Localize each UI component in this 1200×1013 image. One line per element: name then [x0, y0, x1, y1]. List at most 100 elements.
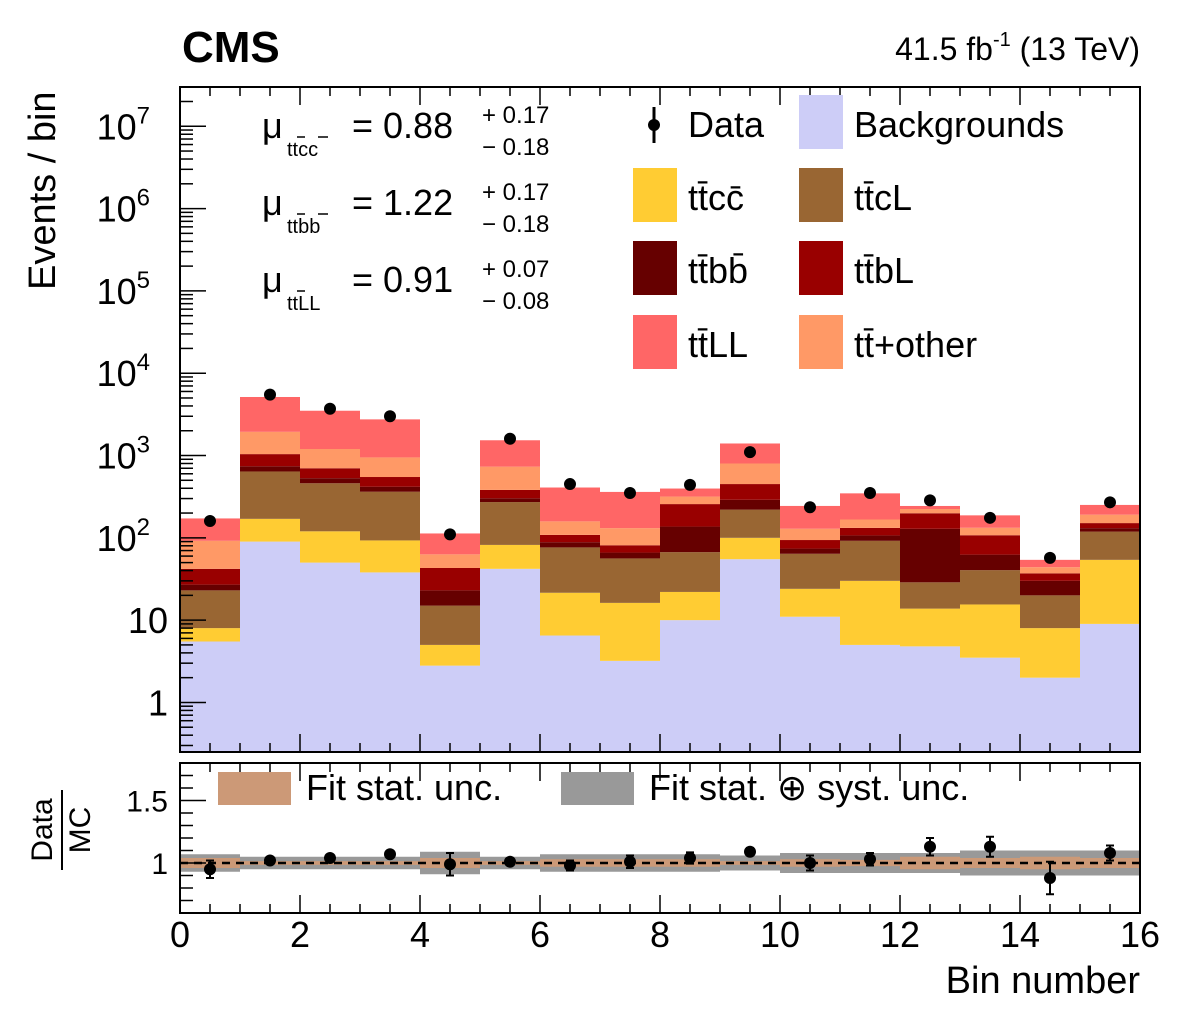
- data-point-bin-15: [1104, 496, 1116, 509]
- ratio-y-denominator: MC: [64, 807, 97, 854]
- bar-ttbb-bin-5: [480, 498, 540, 503]
- x-tick-label-5: 10: [760, 914, 800, 955]
- ratio-point-bin-15: [1104, 847, 1116, 859]
- bar-ttbb-bin-9: [720, 499, 780, 510]
- legend-label-bkg: Backgrounds: [854, 104, 1064, 145]
- bar-ttother-bin-14: [1020, 567, 1080, 574]
- bar-ttcL-bin-11: [840, 540, 900, 581]
- legend-label-ttcc: tt̄cc̄: [688, 177, 744, 218]
- legend-swatch-ttother: [799, 315, 843, 369]
- bar-ttcL-bin-9: [720, 509, 780, 538]
- data-point-bin-12: [924, 494, 936, 507]
- legend-item-ttcL: tt̄cL: [799, 168, 912, 222]
- ratio-legend-label-1: Fit stat. ⊕ syst. unc.: [649, 767, 969, 808]
- mu-up-unc: + 0.17: [482, 179, 549, 206]
- data-point-bin-10: [804, 501, 816, 514]
- bar-ttother-bin-15: [1080, 514, 1140, 524]
- x-tick-label-4: 8: [650, 914, 670, 955]
- bar-bkg-bin-11: [840, 644, 900, 752]
- bar-ttbL-bin-11: [840, 527, 900, 536]
- bar-ttcc-bin-11: [840, 580, 900, 645]
- bar-ttLL-bin-8: [660, 488, 720, 497]
- bar-ttLL-bin-15: [1080, 504, 1140, 515]
- ratio-y-tick-label-0: 1: [151, 848, 168, 881]
- bar-ttcc-bin-15: [1080, 559, 1140, 624]
- legend-item-data: Data: [648, 104, 765, 145]
- bar-ttbb-bin-1: [240, 466, 300, 472]
- bar-ttcc-bin-13: [960, 604, 1020, 658]
- bar-ttbL-bin-12: [900, 513, 960, 529]
- data-point-bin-8: [684, 478, 696, 491]
- legend-swatch-ttLL: [633, 315, 677, 369]
- legend-swatch-ttbL: [799, 241, 843, 295]
- bar-ttbL-bin-5: [480, 489, 540, 499]
- bar-ttbb-bin-6: [540, 542, 600, 548]
- mu-symbol: μ: [262, 105, 283, 146]
- bar-ttLL-bin-12: [900, 505, 960, 510]
- bar-ttcL-bin-13: [960, 570, 1020, 605]
- legend-label-ttother: tt̄+other: [854, 324, 977, 365]
- bar-ttbL-bin-3: [360, 477, 420, 487]
- ratio-point-bin-1: [264, 854, 276, 867]
- mu-down-unc: − 0.18: [482, 211, 549, 238]
- legend-item-ttLL: tt̄LL: [633, 315, 748, 369]
- mu-up-unc: + 0.17: [482, 102, 549, 129]
- y-tick-label-1: 10: [128, 600, 168, 641]
- legend-item-ttcc: tt̄cc̄: [633, 168, 744, 222]
- bar-bkg-bin-14: [1020, 677, 1080, 752]
- bar-ttcL-bin-7: [600, 558, 660, 603]
- data-point-bin-5: [504, 432, 516, 445]
- bar-ttLL-bin-4: [420, 533, 480, 555]
- data-point-bin-2: [324, 402, 336, 415]
- bar-ttcL-bin-15: [1080, 531, 1140, 560]
- ratio-legend-item-0: Fit stat. unc.: [218, 767, 502, 808]
- bar-ttbb-bin-15: [1080, 528, 1140, 532]
- bar-ttcL-bin-2: [300, 483, 360, 532]
- bar-ttbb-bin-0: [180, 584, 240, 591]
- bar-ttcL-bin-12: [900, 582, 960, 609]
- bar-ttcL-bin-8: [660, 552, 720, 592]
- mu-symbol: μ: [262, 182, 283, 223]
- ratio-point-bin-9: [744, 845, 756, 858]
- ratio-legend-item-1: Fit stat. ⊕ syst. unc.: [561, 767, 969, 808]
- bar-ttother-bin-9: [720, 463, 780, 485]
- bar-ttother-bin-8: [660, 496, 720, 505]
- x-tick-label-0: 0: [170, 914, 190, 955]
- legend-label-ttLL: tt̄LL: [688, 324, 748, 365]
- bar-ttother-bin-4: [420, 554, 480, 568]
- ratio-point-bin-2: [324, 852, 336, 864]
- mu-up-unc: + 0.07: [482, 256, 549, 283]
- bar-ttbb-bin-12: [900, 528, 960, 583]
- data-point-bin-13: [984, 511, 996, 524]
- mu-value: = 0.88: [352, 105, 453, 146]
- data-point-bin-0: [204, 515, 216, 528]
- bar-bkg-bin-5: [480, 568, 540, 752]
- bar-ttcL-bin-14: [1020, 595, 1080, 629]
- data-point-bin-9: [744, 446, 756, 459]
- data-point-bin-11: [864, 487, 876, 500]
- ratio-point-bin-8: [684, 852, 696, 864]
- ratio-y-tick-label-1: 1.5: [126, 786, 168, 819]
- y-tick-label-6: 106: [97, 185, 150, 230]
- bar-bkg-bin-3: [360, 572, 420, 752]
- bar-ttcL-bin-5: [480, 502, 540, 545]
- bar-bkg-bin-6: [540, 635, 600, 752]
- bar-bkg-bin-13: [960, 657, 1020, 752]
- x-tick-label-2: 4: [410, 914, 430, 955]
- x-tick-label-1: 2: [290, 914, 310, 955]
- data-point-bin-4: [444, 528, 456, 541]
- bar-ttother-bin-6: [540, 521, 600, 535]
- legend-label-ttbb: tt̄bb̄: [688, 250, 748, 291]
- ratio-legend-swatch-0: [218, 772, 291, 805]
- bar-bkg-bin-8: [660, 620, 720, 752]
- bar-ttbL-bin-6: [540, 534, 600, 543]
- ratio-point-bin-12: [924, 840, 936, 853]
- bar-ttcc-bin-14: [1020, 628, 1080, 678]
- bar-bkg-bin-1: [240, 541, 300, 752]
- data-points: [204, 388, 1116, 564]
- ratio-point-bin-7: [624, 855, 636, 868]
- bar-ttLL-bin-1: [240, 396, 300, 432]
- bar-ttcc-bin-2: [300, 531, 360, 563]
